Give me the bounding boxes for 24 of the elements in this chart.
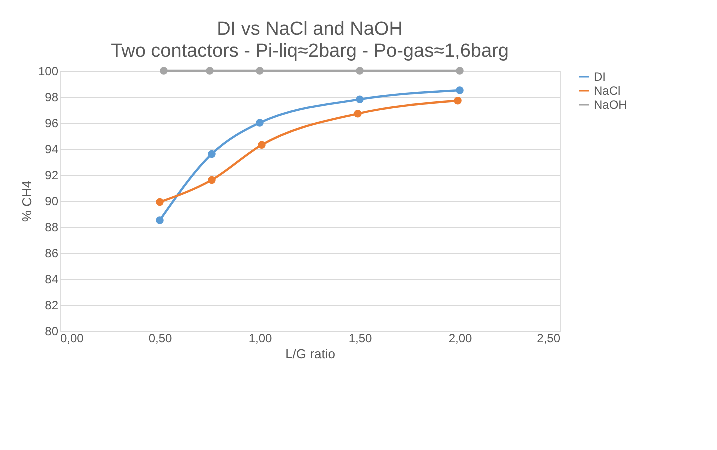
y-tick-label: 100 [38,64,59,78]
legend-label: DI [594,70,606,84]
y-tick-label: 92 [45,168,59,182]
x-tick-label: 0,00 [60,332,84,346]
x-tick-label: 2,50 [537,332,561,346]
y-tick-label: 84 [45,272,59,286]
y-tick-label: 96 [45,116,59,130]
y-tick-label: 88 [45,220,59,234]
legend-label: NaCl [594,84,621,98]
y-tick-label: 98 [45,90,59,104]
x-tick-label: 1,00 [248,332,272,346]
x-axis-title: L/G ratio [286,346,336,362]
y-tick-label: 86 [45,246,59,260]
x-tick-label: 1,50 [348,332,372,346]
chart-title: DI vs NaCl and NaOH [217,19,403,40]
x-tick-label: 2,00 [448,332,472,346]
y-axis-title: % CH4 [19,180,34,222]
y-tick-label: 90 [45,194,59,208]
y-tick-label: 80 [45,324,59,338]
y-tick-label: 82 [45,298,59,312]
chart-subtitle: Two contactors - Pi-liq≈2barg - Po-gas≈1,6barg [111,41,509,62]
legend-label: NaOH [594,98,628,112]
y-tick-label: 94 [45,142,59,156]
x-tick-label: 0,50 [148,332,172,346]
